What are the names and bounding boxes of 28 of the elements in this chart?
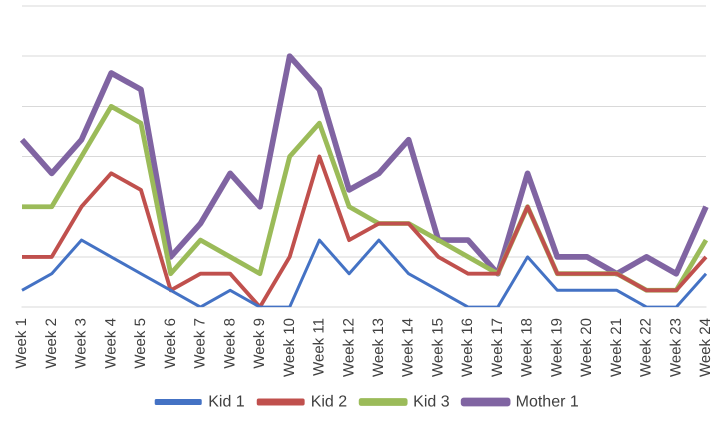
- x-tick-label: Week 18: [518, 318, 536, 378]
- x-tick-label: Week 7: [192, 318, 209, 369]
- legend-label: Mother 1: [516, 393, 579, 410]
- x-tick-label: Week 10: [280, 318, 298, 378]
- legend-label: Kid 3: [413, 393, 450, 410]
- x-tick-label: Week 1: [13, 318, 30, 369]
- legend-label: Kid 2: [310, 393, 348, 410]
- x-tick-label: Week 8: [221, 318, 238, 369]
- x-tick-label: Week 9: [251, 318, 268, 369]
- x-tick-label: Week 17: [488, 318, 506, 378]
- x-tick-label: Week 23: [667, 318, 684, 378]
- x-tick-label: Week 13: [370, 318, 388, 378]
- x-tick-label: Week 3: [72, 318, 90, 369]
- legend-label: Kid 1: [208, 393, 245, 410]
- x-tick-label: Week 12: [340, 318, 358, 378]
- x-tick-label: Week 24: [697, 318, 714, 378]
- x-tick-label: Week 16: [459, 318, 476, 378]
- x-tick-label: Week 4: [102, 318, 120, 369]
- x-tick-label: Week 6: [162, 318, 179, 369]
- x-tick-label: Week 20: [578, 318, 596, 378]
- x-tick-label: Week 14: [400, 318, 417, 378]
- x-tick-label: Week 22: [638, 318, 655, 378]
- x-tick-label: Week 15: [429, 318, 446, 378]
- x-tick-label: Week 21: [608, 318, 625, 378]
- x-tick-label: Week 11: [310, 318, 328, 376]
- x-tick-label: Week 2: [42, 318, 60, 369]
- x-tick-label: Week 5: [132, 318, 150, 369]
- x-tick-label: Week 19: [548, 318, 566, 378]
